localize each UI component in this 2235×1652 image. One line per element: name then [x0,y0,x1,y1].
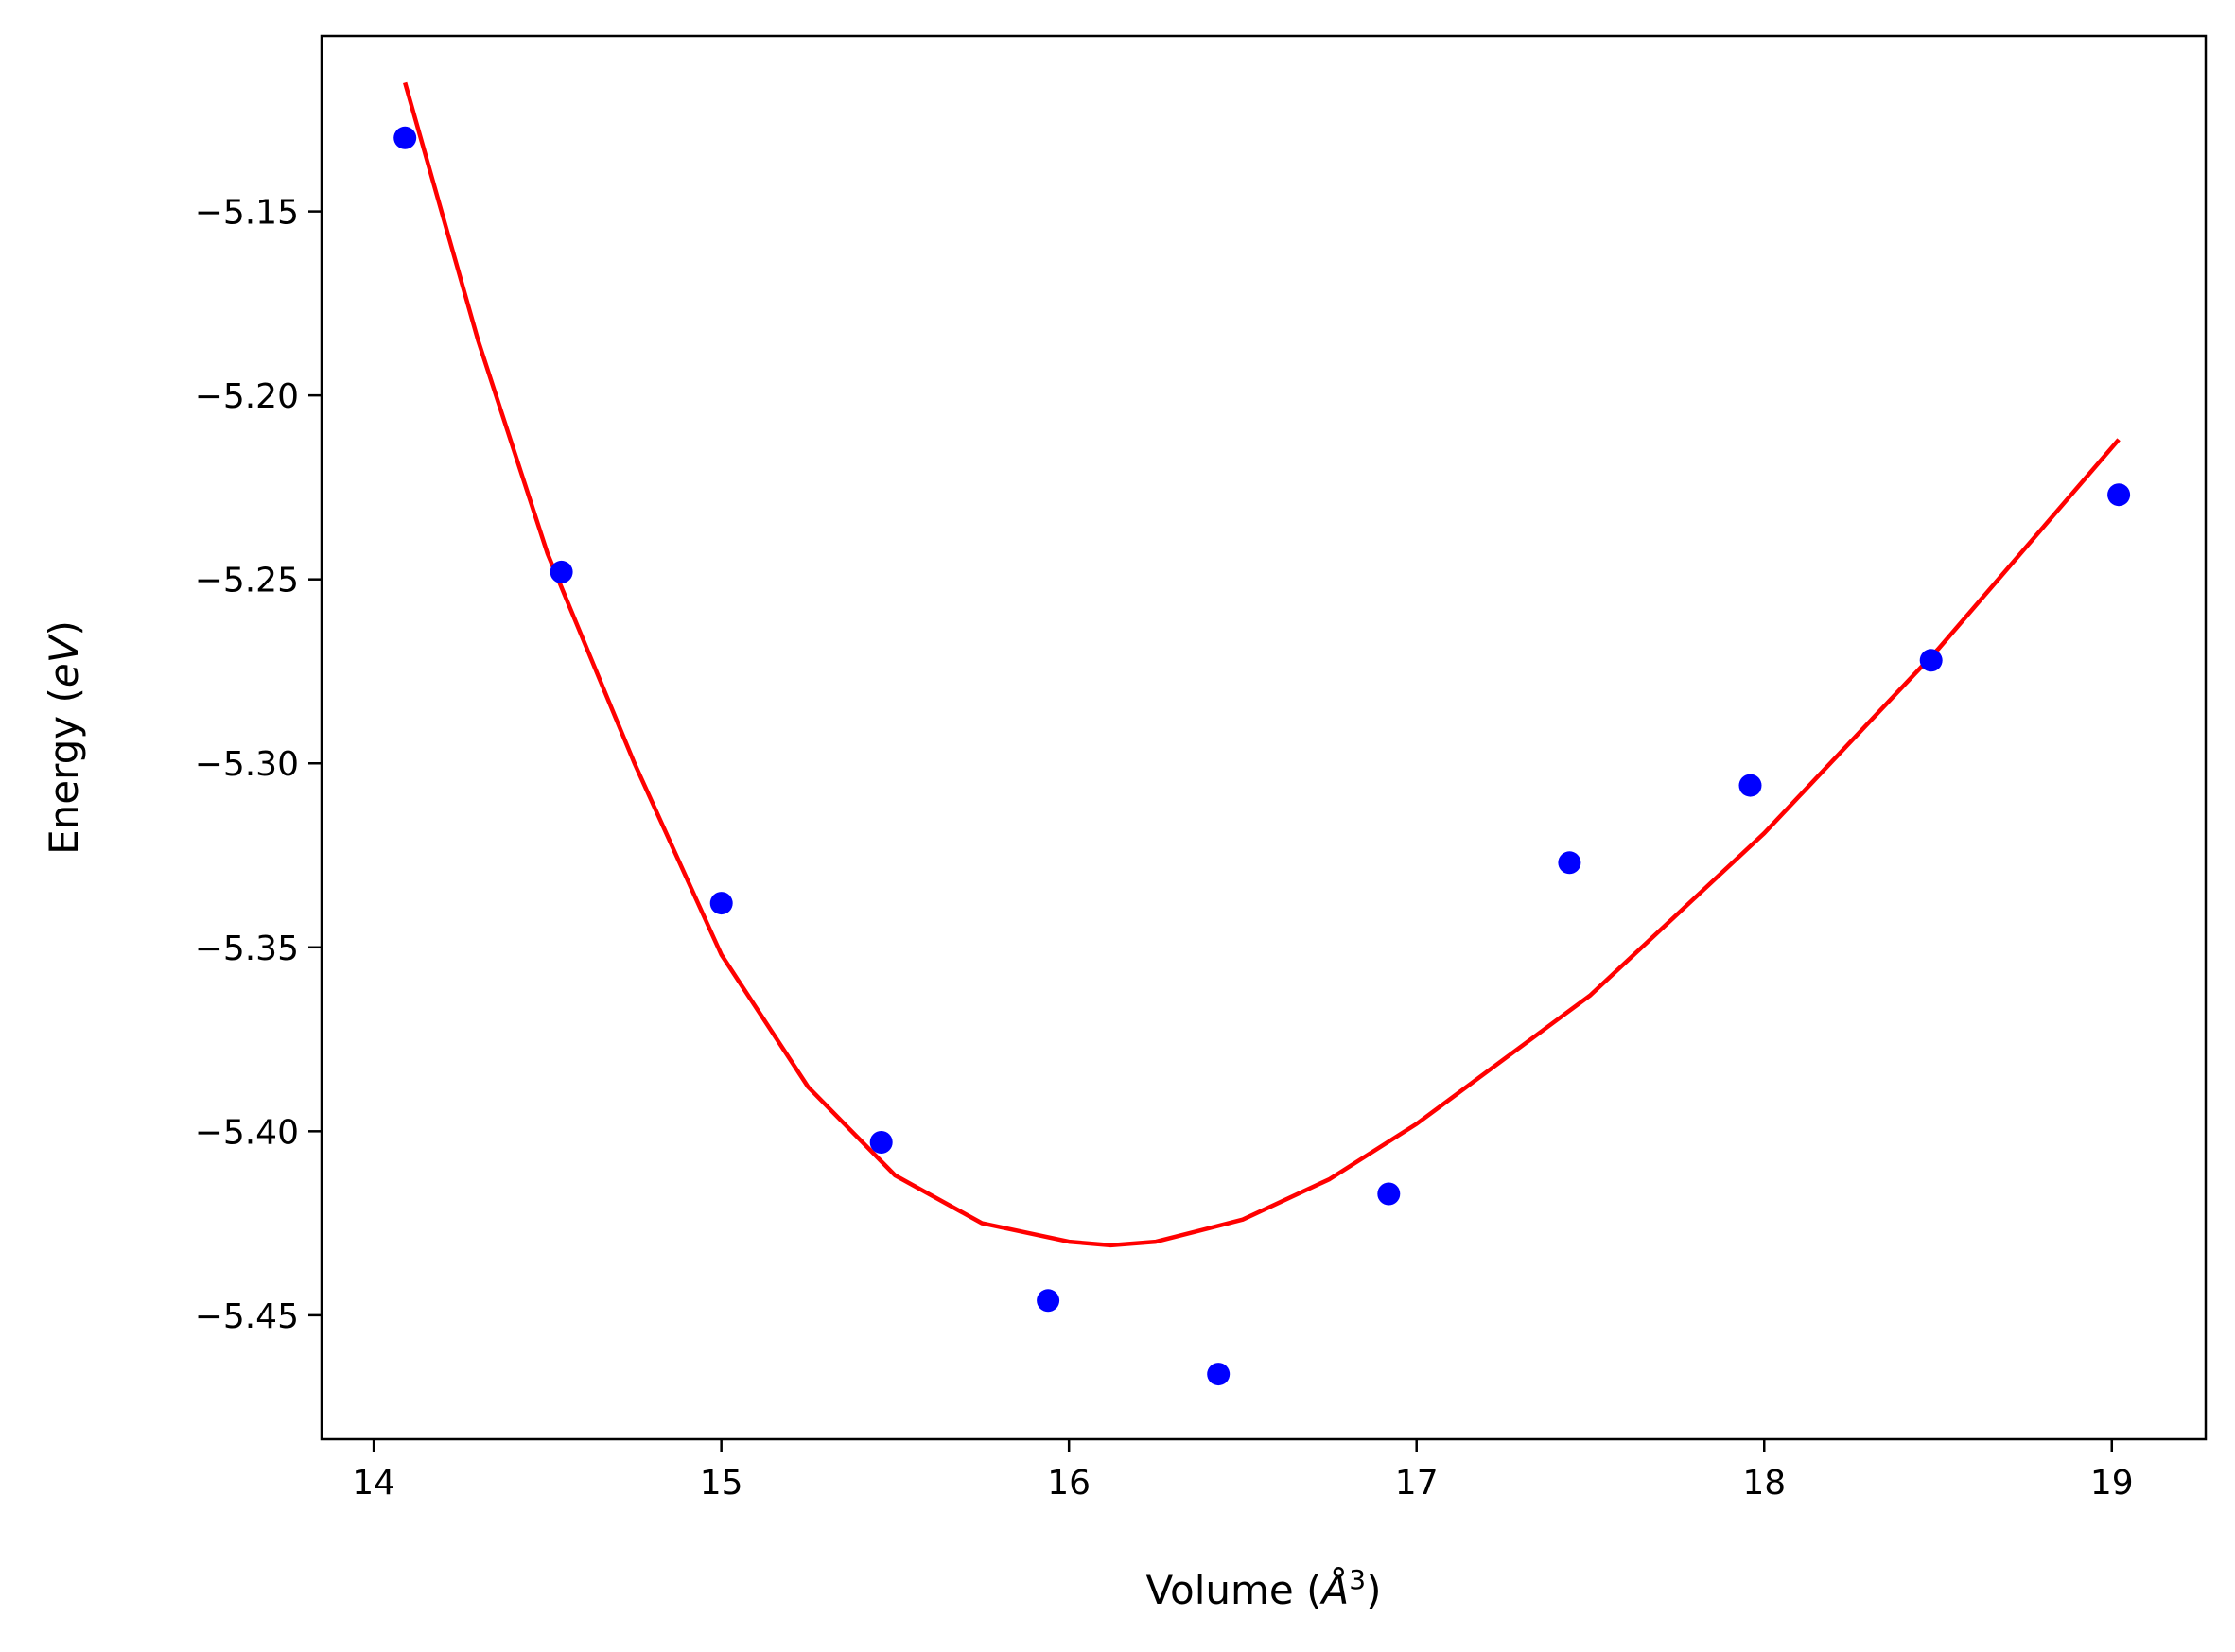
data-marks [393,81,2131,1386]
y-tick-label: −5.35 [195,930,299,968]
axes-frame [320,34,2208,1441]
x-axis-title: Volume (Å3) [1146,1564,1382,1613]
data-point [869,1131,893,1154]
data-point [393,126,417,149]
fit-curve [403,81,2121,1248]
x-tick-label: 14 [352,1464,395,1503]
data-point [2107,483,2131,507]
data-point [1377,1182,1401,1206]
x-tick-label: 16 [1047,1464,1091,1503]
data-point [1919,649,1943,672]
y-axis-title: Energy (eV) [41,620,87,855]
y-tick-label: −5.20 [195,377,299,416]
data-point [709,892,733,915]
data-point [1558,851,1581,875]
x-tick-label: 19 [2090,1464,2134,1503]
data-point [1738,774,1762,797]
y-tick-label: −5.40 [195,1113,299,1152]
data-point [550,560,573,583]
y-tick-label: −5.30 [195,745,299,784]
x-tick-label: 18 [1742,1464,1786,1503]
x-tick-label: 17 [1395,1464,1439,1503]
y-tick-label: −5.25 [195,562,299,600]
x-tick-label: 15 [700,1464,743,1503]
y-tick-label: −5.45 [195,1297,299,1336]
data-point [1207,1363,1231,1386]
y-tick-label: −5.15 [195,194,299,233]
data-point [1037,1289,1060,1313]
axis-ticks: 14 15 16 17 18 19 −5.15 −5.20 −5.25 −5.30 −5.35 −5.… [195,194,2134,1503]
